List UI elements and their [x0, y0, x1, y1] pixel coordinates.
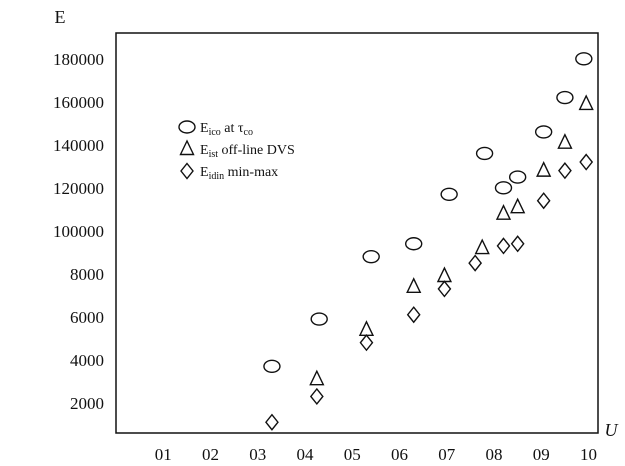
diamond-data-point: [437, 280, 452, 298]
y-tick-label: 120000: [53, 179, 104, 198]
circle-data-point: [362, 249, 380, 264]
triangle-data-point: [436, 266, 453, 283]
circle-data-point: [494, 181, 513, 195]
y-tick-label: 4000: [70, 351, 104, 370]
x-axis-ticks: 01 02 03 04 05 06 07 08 09 10: [155, 445, 597, 464]
x-tick-label: 10: [580, 445, 597, 464]
y-tick-label: 180000: [53, 50, 104, 69]
diamond-data-point: [265, 413, 279, 431]
y-tick-label: 8000: [70, 265, 104, 284]
y-tick-label: 2000: [70, 394, 104, 413]
diamond-data-point: [510, 235, 525, 253]
y-tick-label: 6000: [70, 308, 104, 327]
triangle-data-point: [495, 204, 512, 220]
circle-data-point: [475, 146, 494, 161]
triangle-data-point: [406, 277, 422, 293]
circle-data-point: [310, 312, 328, 326]
legend-entry: Eidin min-max: [200, 165, 278, 182]
x-tick-label: 08: [486, 445, 503, 464]
diamond-legend-icon: [180, 162, 194, 180]
diamond-data-point: [558, 162, 572, 180]
diamond-data-point: [359, 334, 374, 352]
x-tick-label: 04: [297, 445, 315, 464]
diamond-data-point: [406, 306, 421, 324]
circle-legend-icon: [178, 120, 196, 134]
x-tick-label: 01: [155, 445, 172, 464]
x-tick-label: 07: [438, 445, 456, 464]
diamond-data-point: [468, 254, 483, 272]
y-tick-label: 140000: [53, 136, 104, 155]
triangle-data-point: [358, 320, 375, 336]
diamond-data-point: [536, 192, 551, 210]
triangle-data-point: [578, 94, 594, 111]
y-axis-ticks: 2000 4000 6000 8000 100000 120000 140000 160000…: [53, 50, 104, 413]
legend: Eico at τco Eist off-line DVS Eidin min-ma…: [178, 120, 295, 182]
triangle-data-point: [510, 197, 526, 214]
diamond-data-point: [496, 237, 511, 255]
triangle-legend-icon: [179, 139, 195, 156]
circle-data-point: [575, 52, 593, 66]
triangle-data-point: [536, 161, 552, 177]
diamond-data-point: [579, 153, 594, 171]
x-tick-label: 05: [344, 445, 361, 464]
circle-data-point: [534, 125, 553, 139]
plot-frame: [115, 32, 599, 434]
data-markers: [263, 52, 594, 431]
x-axis-title: U: [605, 420, 619, 440]
y-tick-label: 100000: [53, 222, 104, 241]
legend-entry: Eico at τco: [200, 121, 253, 138]
x-tick-label: 09: [533, 445, 550, 464]
x-tick-label: 03: [249, 445, 266, 464]
x-tick-label: 06: [391, 445, 408, 464]
circle-data-point: [508, 170, 527, 184]
y-tick-label: 160000: [53, 93, 104, 112]
circle-data-point: [556, 90, 574, 105]
circle-data-point: [440, 187, 458, 201]
x-tick-label: 02: [202, 445, 219, 464]
circle-data-point: [263, 359, 281, 374]
triangle-data-point: [309, 369, 325, 386]
triangle-data-point: [557, 133, 573, 149]
circle-data-point: [405, 237, 423, 251]
legend-entry: Eist off-line DVS: [200, 143, 295, 160]
diamond-data-point: [309, 387, 324, 406]
y-axis-title: E: [55, 7, 66, 27]
triangle-data-point: [474, 238, 490, 255]
